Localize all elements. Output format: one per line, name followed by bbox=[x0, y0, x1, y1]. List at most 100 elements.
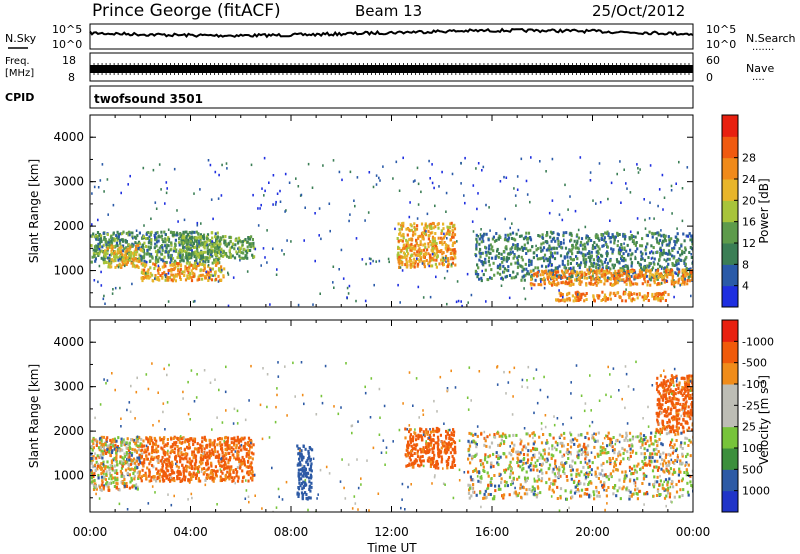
velocity-cell bbox=[119, 448, 122, 452]
velocity-cell bbox=[97, 462, 100, 466]
power-cell bbox=[180, 240, 183, 244]
velocity-cell bbox=[101, 443, 104, 446]
power-cell bbox=[157, 259, 160, 263]
nave-dots: .... bbox=[752, 72, 765, 83]
velocity-cell bbox=[404, 427, 407, 431]
power-cell bbox=[521, 258, 524, 262]
power-cell bbox=[546, 272, 549, 276]
power-cell bbox=[646, 269, 649, 273]
velocity-cell bbox=[148, 462, 151, 466]
power-cell bbox=[246, 245, 249, 249]
power-cell bbox=[606, 276, 610, 280]
velocity-cell bbox=[162, 472, 165, 476]
velocity-cell bbox=[141, 444, 144, 448]
velocity-cell bbox=[214, 472, 217, 476]
power-cell bbox=[677, 281, 680, 285]
velocity-cell bbox=[115, 459, 118, 463]
velocity-cell bbox=[150, 455, 153, 459]
velocity-cell bbox=[101, 450, 105, 454]
power-cell bbox=[530, 278, 533, 282]
power-cell bbox=[609, 282, 612, 286]
velocity-cell bbox=[250, 472, 253, 476]
power-cell bbox=[398, 189, 401, 192]
power-cell bbox=[210, 240, 213, 244]
power-cell bbox=[427, 262, 430, 266]
velocity-cell bbox=[244, 441, 247, 445]
power-cell bbox=[208, 256, 211, 260]
power-cell bbox=[99, 240, 102, 244]
velocity-cell bbox=[224, 463, 227, 467]
power-cell bbox=[653, 262, 656, 266]
power-cell bbox=[157, 266, 160, 270]
velocity-cell bbox=[167, 459, 170, 463]
power-cell bbox=[627, 271, 631, 275]
power-cell bbox=[572, 243, 574, 247]
velocity-cell bbox=[203, 437, 206, 441]
velocity-cell bbox=[211, 448, 214, 452]
power-cell bbox=[124, 238, 127, 242]
power-cell bbox=[515, 204, 517, 207]
power-cell bbox=[532, 251, 535, 255]
velocity-cell bbox=[305, 471, 308, 475]
power-cell bbox=[570, 249, 573, 253]
power-cell bbox=[674, 271, 677, 275]
velocity-cell bbox=[203, 471, 206, 475]
power-cell bbox=[603, 282, 606, 286]
velocity-cell bbox=[177, 448, 181, 452]
velocity-cell bbox=[170, 437, 173, 441]
power-cell bbox=[101, 163, 104, 166]
power-cell bbox=[91, 255, 94, 259]
power-cell bbox=[154, 277, 156, 280]
power-cell bbox=[549, 260, 552, 264]
power-cell bbox=[190, 241, 193, 245]
power-cell bbox=[128, 248, 131, 252]
power-cell bbox=[637, 171, 640, 174]
power-cell bbox=[397, 222, 400, 226]
velocity-cell bbox=[136, 440, 140, 443]
power-cell bbox=[434, 232, 437, 235]
velocity-cell bbox=[148, 468, 151, 472]
power-cell bbox=[431, 221, 434, 225]
velocity-cell bbox=[440, 446, 443, 450]
power-cell bbox=[162, 259, 165, 263]
power-cell bbox=[477, 273, 480, 276]
power-cell bbox=[132, 254, 135, 258]
power-cell bbox=[661, 292, 665, 295]
power-cell bbox=[604, 273, 607, 276]
power-cell bbox=[172, 273, 175, 277]
power-cell bbox=[590, 278, 593, 282]
power-cell bbox=[480, 260, 484, 264]
power-cell bbox=[679, 258, 682, 262]
power-cell bbox=[416, 257, 418, 260]
power-cell bbox=[633, 298, 636, 302]
power-cell bbox=[143, 241, 146, 245]
power-cell bbox=[675, 240, 678, 244]
power-cell bbox=[375, 260, 377, 263]
power-cell bbox=[214, 170, 217, 174]
power-cell bbox=[598, 162, 601, 165]
power-cell bbox=[499, 180, 502, 183]
velocity-cell bbox=[103, 449, 106, 453]
power-cell bbox=[199, 268, 202, 272]
velocity-cell bbox=[251, 470, 254, 474]
power-cell bbox=[261, 187, 263, 190]
power-cell bbox=[198, 235, 201, 239]
velocity-cell bbox=[211, 451, 214, 454]
power-cell bbox=[598, 294, 601, 298]
power-cell bbox=[591, 274, 594, 278]
power-cell bbox=[665, 259, 668, 263]
beam-label: Beam 13 bbox=[355, 2, 422, 20]
power-cell bbox=[451, 261, 454, 265]
velocity-cell bbox=[185, 454, 188, 458]
power-cell bbox=[397, 239, 400, 243]
power-cell bbox=[364, 219, 366, 222]
power-cell bbox=[124, 250, 127, 254]
velocity-cell bbox=[453, 464, 457, 467]
velocity-cell bbox=[174, 443, 177, 447]
power-cell bbox=[430, 248, 433, 252]
velocity-cell bbox=[240, 439, 243, 443]
power-cell bbox=[673, 283, 676, 287]
power-cell bbox=[601, 262, 604, 266]
power-cell bbox=[681, 276, 684, 280]
velocity-cell bbox=[304, 481, 307, 485]
